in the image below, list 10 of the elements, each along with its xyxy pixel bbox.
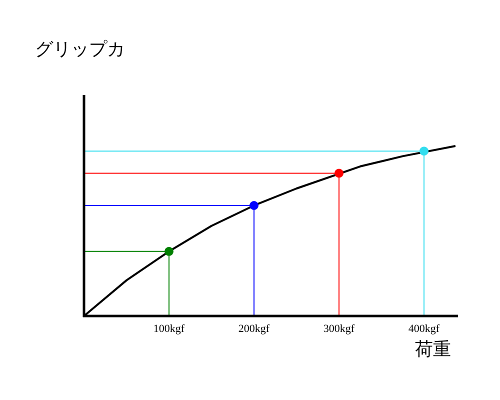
x-tick-label: 200kgf (238, 323, 270, 335)
x-tick-label: 300kgf (323, 323, 355, 335)
point (334, 168, 344, 178)
y-axis-title: グリップカ (35, 39, 125, 59)
x-tick-label: 400kgf (408, 323, 440, 335)
x-axis-title: 荷重 (415, 339, 451, 359)
point (420, 146, 428, 156)
x-tick-label: 100kgf (153, 323, 185, 335)
point (164, 246, 174, 256)
point (250, 201, 258, 210)
